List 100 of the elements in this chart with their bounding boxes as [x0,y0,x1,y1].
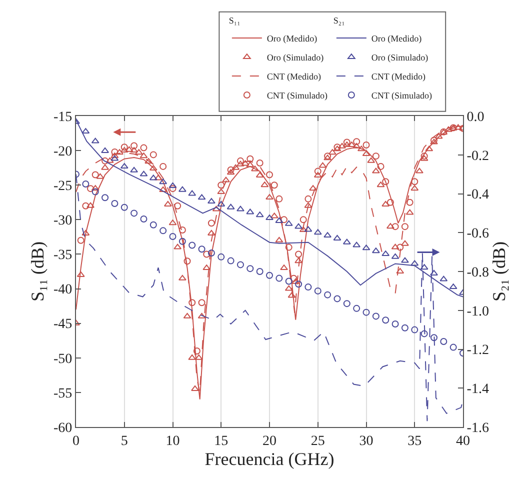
point [290,274,298,282]
y-axis-title: S₁₁ (dB) [28,241,48,302]
point [343,300,350,308]
point [110,155,119,161]
point [82,180,90,188]
point [266,272,273,279]
text: S₁₁ [228,16,240,26]
point [284,220,293,226]
point [246,208,254,214]
point [82,202,90,210]
point [430,334,438,342]
point [362,142,370,149]
y-tick-label: -30 [54,214,72,229]
legend-label: Oro (Simulado) [371,52,428,63]
point [120,163,128,169]
point [149,174,158,180]
x-tick-label: 0 [72,434,80,449]
point [314,287,322,294]
y2-tick-label: -0.6 [466,226,489,242]
y2-tick-label: -1.4 [466,382,489,398]
point [440,338,448,345]
y2-tick-label: -0.8 [466,265,489,280]
point [178,186,186,192]
point [377,162,384,170]
point [420,152,428,160]
y-tick-label: -40 [54,282,72,298]
point [111,148,118,156]
x-tick-label: 15 [214,434,228,449]
point [324,152,332,160]
point [198,194,206,200]
y-tick-label: -45 [54,317,72,332]
point [120,204,128,211]
point [130,166,138,172]
point [400,257,409,263]
point [382,178,390,186]
point [193,347,200,354]
y-tick-label: -55 [54,386,72,402]
y2-tick-label: 0.0 [466,110,484,125]
point [150,221,157,228]
point [188,299,196,306]
point [160,227,167,234]
y2-tick-label: -0.2 [466,148,489,164]
x-tick-label: 20 [262,434,276,449]
point [130,142,138,150]
point [276,195,283,202]
point [169,185,176,192]
legend-label: Oro (Simulado) [266,52,324,63]
point [130,210,138,217]
point [208,250,215,257]
point [140,216,148,223]
point [256,268,264,275]
point [266,214,274,220]
point [91,138,100,144]
point [82,128,90,134]
point [208,220,215,227]
point [169,233,176,240]
point [372,248,380,254]
point [372,312,380,320]
point [324,232,332,238]
point [304,195,312,202]
legend-label: CNT (Simulado) [266,90,328,101]
point [314,229,322,235]
point [353,304,360,312]
point [184,258,191,265]
x-tick-label: 30 [359,434,374,449]
point [111,200,118,207]
point [342,238,351,244]
point [285,244,292,251]
point [392,223,399,230]
point [246,155,254,162]
point [411,178,418,186]
point [246,265,254,272]
point [217,200,226,206]
point [226,204,235,210]
y-tick-label: -15 [54,110,72,125]
point [188,190,196,196]
point [140,170,148,176]
point [382,250,390,256]
point [198,299,206,306]
point [87,185,94,192]
point [334,144,341,151]
point [294,223,302,229]
point [140,144,148,152]
point [270,182,278,189]
legend-label: Oro (Medido) [371,34,422,44]
point [401,223,408,230]
legend-label: CNT (Medido) [371,72,426,82]
point [285,278,292,285]
point [120,144,128,151]
point [440,276,448,282]
y-tick-label: -50 [54,352,72,367]
y2-tick-label: -1.6 [466,420,489,436]
point [178,238,186,245]
point [102,194,109,202]
x-tick-label: 35 [408,434,422,449]
point [207,198,216,204]
legend-label: CNT (Simulado) [371,90,432,101]
point [275,217,284,223]
point [92,171,99,178]
point [410,260,419,266]
